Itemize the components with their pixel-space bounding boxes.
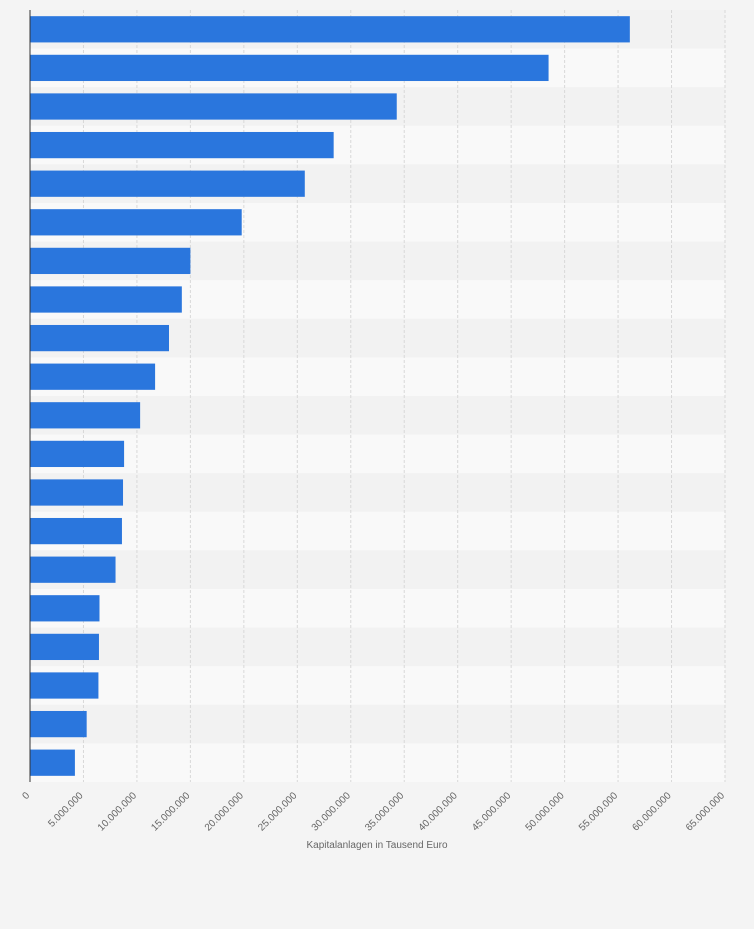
row-band: [30, 666, 725, 705]
bar: [30, 363, 156, 390]
bar: [30, 633, 99, 661]
bar: [30, 479, 124, 506]
x-axis-title: Kapitalanlagen in Tausend Euro: [306, 840, 447, 851]
bar: [30, 556, 116, 583]
row-band: [30, 704, 725, 744]
bar: [30, 170, 305, 197]
bar: [30, 402, 141, 429]
bar: [30, 672, 99, 699]
bar: [30, 440, 125, 468]
row-band: [30, 396, 725, 435]
bar: [30, 247, 191, 275]
row-band: [30, 627, 725, 667]
bar: [30, 286, 182, 313]
bar: [30, 93, 397, 120]
bar: [30, 324, 169, 352]
bar: [30, 209, 242, 236]
bar: [30, 517, 122, 545]
bar: [30, 710, 87, 738]
bar: [30, 749, 75, 776]
row-band: [30, 473, 725, 512]
row-band: [30, 550, 725, 589]
row-band: [30, 511, 725, 551]
bar: [30, 595, 100, 622]
bar: [30, 54, 549, 82]
bar: [30, 131, 334, 159]
row-band: [30, 743, 725, 782]
bar: [30, 16, 630, 43]
row-band: [30, 434, 725, 474]
row-band: [30, 589, 725, 628]
